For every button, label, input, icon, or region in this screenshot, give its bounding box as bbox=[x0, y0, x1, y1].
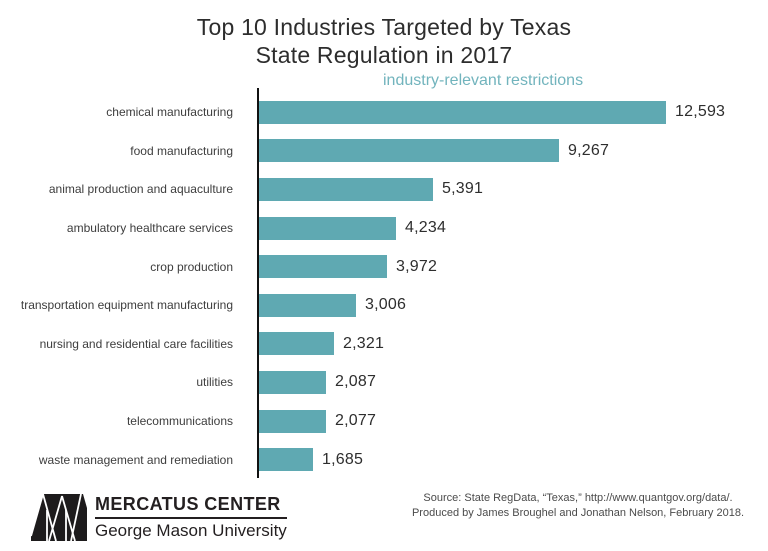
bar-row: transportation equipment manufacturing 3,… bbox=[0, 286, 768, 325]
source-attribution: Source: State RegData, “Texas,” http://w… bbox=[390, 491, 766, 520]
category-label: waste management and remediation bbox=[38, 452, 233, 467]
category-label: crop production bbox=[150, 259, 233, 274]
bar bbox=[259, 370, 326, 394]
bar bbox=[259, 332, 334, 356]
value-label: 1,685 bbox=[322, 450, 364, 468]
bar-row: ambulatory healthcare services 4,234 bbox=[0, 209, 768, 248]
series-subtitle: industry-relevant restrictions bbox=[383, 72, 584, 89]
bar-row: crop production 3,972 bbox=[0, 247, 768, 286]
bar-row: animal production and aquaculture 5,391 bbox=[0, 170, 768, 209]
value-label: 5,391 bbox=[442, 180, 484, 198]
bar bbox=[259, 409, 326, 433]
mercatus-center-label: MERCATUS CENTER bbox=[95, 493, 287, 519]
category-label: telecommunications bbox=[126, 414, 233, 429]
bar bbox=[259, 139, 559, 163]
bar-row: telecommunications 2,077 bbox=[0, 402, 768, 441]
category-label: transportation equipment manufacturing bbox=[20, 298, 233, 313]
value-label: 4,234 bbox=[405, 219, 447, 237]
y-axis-line bbox=[257, 88, 259, 478]
bar-row: waste management and remediation 1,685 bbox=[0, 440, 768, 479]
category-label: animal production and aquaculture bbox=[48, 182, 233, 197]
bar-row: utilities 2,087 bbox=[0, 363, 768, 402]
george-mason-label: George Mason University bbox=[95, 521, 287, 540]
bar bbox=[259, 177, 433, 201]
mercatus-logo-icon bbox=[30, 493, 87, 546]
bar-row: food manufacturing 9,267 bbox=[0, 132, 768, 171]
bar bbox=[259, 216, 396, 240]
source-line2: Produced by James Broughel and Jonathan … bbox=[411, 506, 745, 519]
bar-row: nursing and residential care facilities 2… bbox=[0, 325, 768, 364]
value-label: 9,267 bbox=[568, 141, 610, 159]
bar-row: chemical manufacturing 12,593 bbox=[0, 93, 768, 132]
mercatus-logo-text: MERCATUS CENTER George Mason University bbox=[95, 493, 287, 542]
source-line1: Source: State RegData, “Texas,” http://w… bbox=[423, 492, 733, 504]
chart-title: Top 10 Industries Targeted by Texas Stat… bbox=[0, 13, 768, 69]
category-label: chemical manufacturing bbox=[106, 105, 233, 120]
category-label: utilities bbox=[196, 375, 233, 390]
bar bbox=[259, 293, 356, 317]
bar-rows-container: chemical manufacturing 12,593 food manufac… bbox=[0, 93, 768, 479]
chart-title-line2: State Regulation in 2017 bbox=[255, 42, 513, 68]
value-label: 2,087 bbox=[335, 373, 377, 391]
bar bbox=[259, 100, 666, 124]
chart-title-line1: Top 10 Industries Targeted by Texas bbox=[196, 14, 572, 40]
category-label: ambulatory healthcare services bbox=[66, 221, 233, 236]
bar bbox=[259, 255, 387, 279]
value-label: 12,593 bbox=[675, 103, 726, 121]
category-label: nursing and residential care facilities bbox=[39, 336, 233, 351]
value-label: 2,321 bbox=[343, 334, 385, 352]
value-label: 2,077 bbox=[335, 412, 377, 430]
value-label: 3,972 bbox=[396, 257, 438, 275]
value-label: 3,006 bbox=[365, 296, 407, 314]
bar bbox=[259, 448, 313, 472]
category-label: food manufacturing bbox=[130, 143, 233, 158]
